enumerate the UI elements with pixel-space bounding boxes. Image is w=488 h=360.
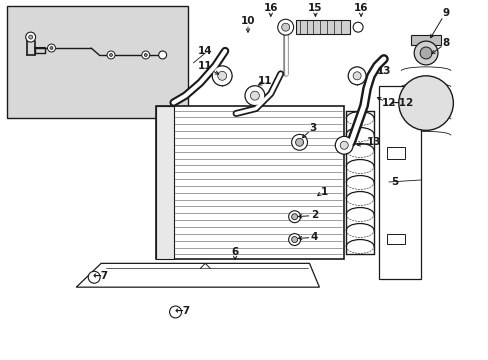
Circle shape <box>347 67 366 85</box>
Circle shape <box>109 54 112 57</box>
Circle shape <box>413 41 437 65</box>
Circle shape <box>295 138 303 146</box>
Circle shape <box>291 214 297 220</box>
Text: 9: 9 <box>442 8 449 18</box>
Circle shape <box>291 237 297 243</box>
Bar <box>155 105 173 260</box>
Circle shape <box>107 51 115 59</box>
Bar <box>295 20 349 34</box>
Text: 4: 4 <box>310 231 318 242</box>
Circle shape <box>352 22 362 32</box>
Text: 6: 6 <box>231 247 238 257</box>
Text: ←7: ←7 <box>93 271 109 281</box>
Text: 11: 11 <box>257 76 271 86</box>
Circle shape <box>217 71 226 80</box>
Circle shape <box>144 54 147 57</box>
Text: ←12: ←12 <box>390 98 413 108</box>
Circle shape <box>250 91 259 100</box>
Circle shape <box>142 51 149 59</box>
Text: 12: 12 <box>381 98 395 108</box>
Text: 5: 5 <box>390 177 398 187</box>
Circle shape <box>212 66 232 86</box>
Text: 10: 10 <box>240 16 255 26</box>
Text: 11: 11 <box>198 61 212 71</box>
Bar <box>7 6 188 118</box>
Text: 15: 15 <box>307 3 322 13</box>
Circle shape <box>88 271 100 283</box>
Circle shape <box>26 32 36 42</box>
Bar <box>155 105 344 260</box>
Text: 13: 13 <box>366 137 381 147</box>
Circle shape <box>158 51 166 59</box>
Circle shape <box>29 35 33 39</box>
Circle shape <box>244 86 264 105</box>
Circle shape <box>169 306 181 318</box>
Text: 16: 16 <box>353 3 367 13</box>
Circle shape <box>398 76 452 130</box>
Text: ←7: ←7 <box>174 306 190 316</box>
Bar <box>386 147 404 159</box>
Circle shape <box>335 136 352 154</box>
Text: 2: 2 <box>310 210 317 220</box>
Text: 3: 3 <box>308 123 315 134</box>
Circle shape <box>352 72 361 80</box>
Circle shape <box>277 19 293 35</box>
Text: 16: 16 <box>263 3 278 13</box>
Circle shape <box>340 141 347 149</box>
Text: 1: 1 <box>320 187 327 197</box>
Polygon shape <box>76 264 319 287</box>
Circle shape <box>288 234 300 246</box>
Text: 8: 8 <box>442 38 449 48</box>
Bar <box>378 86 420 279</box>
Bar <box>386 234 404 244</box>
Circle shape <box>50 46 53 50</box>
Circle shape <box>47 44 55 52</box>
Circle shape <box>288 211 300 223</box>
Circle shape <box>281 23 289 31</box>
Circle shape <box>291 134 307 150</box>
Circle shape <box>419 47 431 59</box>
Text: 14: 14 <box>198 46 212 56</box>
Bar <box>410 35 440 45</box>
Text: 13: 13 <box>376 66 390 76</box>
